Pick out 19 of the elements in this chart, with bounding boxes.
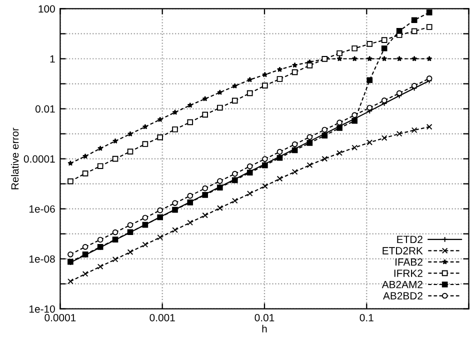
x-tick-label: 0.1 [360,314,374,322]
x-tick-label: 0.01 [254,314,274,322]
legend-label: AB2AM2 [382,280,422,288]
legend-label: IFRK2 [394,270,422,277]
y-tick-label: 1 [50,55,55,63]
x-tick-label: 0.001 [150,314,175,322]
legend-label: AB2BD2 [383,292,422,300]
y-tick-label: 1e-10 [29,305,55,313]
legend-label: IFAB2 [396,258,422,266]
y-tick-label: 0.01 [35,105,55,113]
x-axis-title: h [262,324,267,332]
y-axis-title: Relative error [10,128,19,190]
x-tick-label: 0.0001 [44,314,76,322]
y-tick-label: 0.0001 [24,155,55,163]
y-tick-label: 100 [38,5,55,13]
legend-label: ETD2RK [382,247,423,254]
legend-label: ETD2 [397,236,422,244]
y-tick-label: 1e-08 [29,255,55,263]
y-tick-label: 1e-06 [29,205,55,213]
